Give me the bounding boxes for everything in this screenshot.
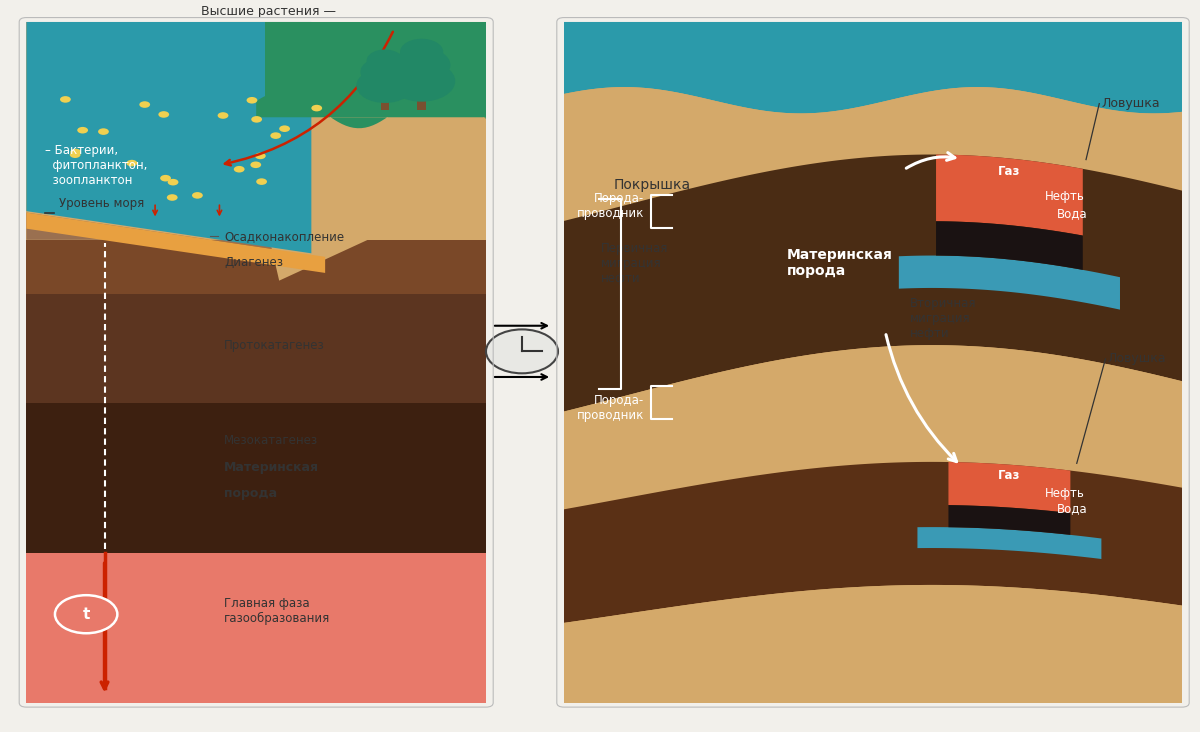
Circle shape — [168, 179, 179, 185]
Polygon shape — [936, 221, 1082, 270]
Text: Диагенез: Диагенез — [224, 255, 283, 269]
Circle shape — [360, 57, 409, 87]
Polygon shape — [899, 255, 1120, 310]
Circle shape — [158, 111, 169, 118]
Polygon shape — [948, 505, 1070, 535]
Circle shape — [251, 116, 262, 123]
Text: Вода: Вода — [1057, 207, 1087, 220]
Text: Главная фаза
газообразования: Главная фаза газообразования — [224, 597, 330, 625]
Circle shape — [160, 175, 170, 182]
Circle shape — [251, 162, 262, 168]
Circle shape — [366, 50, 403, 72]
Polygon shape — [257, 92, 486, 128]
Polygon shape — [564, 346, 1182, 509]
Text: Осадконакопление: Осадконакопление — [224, 230, 344, 243]
Circle shape — [246, 97, 257, 103]
Text: Порода-
проводник: Порода- проводник — [577, 394, 644, 422]
Polygon shape — [26, 22, 486, 703]
Polygon shape — [936, 154, 1082, 236]
Text: порода: порода — [224, 487, 277, 499]
Circle shape — [126, 160, 137, 166]
Circle shape — [217, 112, 228, 119]
Circle shape — [234, 166, 245, 173]
Text: Материнская: Материнская — [224, 461, 319, 474]
Text: t: t — [83, 607, 90, 621]
Circle shape — [254, 152, 265, 159]
Text: Уровень моря: Уровень моря — [59, 198, 144, 210]
Polygon shape — [380, 98, 389, 111]
Polygon shape — [564, 585, 1182, 703]
Text: Высшие растения —: Высшие растения — — [202, 5, 336, 18]
Text: Порода-
проводник: Порода- проводник — [577, 192, 644, 220]
Polygon shape — [26, 22, 311, 253]
Polygon shape — [26, 553, 486, 703]
Text: Ловушка: Ловушка — [1102, 97, 1160, 110]
Polygon shape — [416, 96, 426, 111]
Polygon shape — [564, 22, 1182, 703]
Circle shape — [356, 68, 414, 103]
Circle shape — [167, 194, 178, 201]
Text: Вода: Вода — [1057, 502, 1087, 515]
Polygon shape — [220, 22, 486, 280]
Circle shape — [192, 192, 203, 198]
Polygon shape — [26, 212, 325, 273]
Circle shape — [77, 127, 88, 133]
Circle shape — [400, 39, 443, 65]
Circle shape — [71, 149, 82, 155]
Text: Покрышка: Покрышка — [613, 179, 690, 193]
Text: Газ: Газ — [997, 469, 1020, 482]
Circle shape — [70, 152, 80, 158]
Circle shape — [270, 132, 281, 139]
Text: Вторичная
миграция
нефти: Вторичная миграция нефти — [910, 296, 977, 340]
Polygon shape — [26, 240, 486, 294]
Polygon shape — [564, 154, 1182, 411]
Text: Мезокатагенез: Мезокатагенез — [224, 434, 318, 447]
Circle shape — [139, 101, 150, 108]
Text: Ловушка: Ловушка — [1108, 352, 1166, 365]
Polygon shape — [948, 462, 1070, 513]
Circle shape — [392, 48, 450, 83]
Text: Нефть: Нефть — [1045, 488, 1085, 501]
Circle shape — [311, 105, 322, 111]
Polygon shape — [918, 527, 1102, 559]
Polygon shape — [564, 22, 1182, 113]
Circle shape — [98, 128, 109, 135]
Circle shape — [55, 595, 118, 633]
Polygon shape — [564, 87, 1182, 221]
Circle shape — [60, 96, 71, 102]
Circle shape — [256, 179, 266, 185]
Text: Протокатагенез: Протокатагенез — [224, 339, 325, 352]
Text: Материнская
порода: Материнская порода — [786, 248, 893, 278]
Text: Первичная
миграция
нефти: Первичная миграция нефти — [601, 242, 668, 285]
Polygon shape — [265, 22, 486, 117]
Circle shape — [280, 125, 290, 132]
Circle shape — [388, 61, 455, 102]
Text: – Бактерии,
  фитопланктон,
  зоопланктон: – Бактерии, фитопланктон, зоопланктон — [44, 144, 148, 187]
Polygon shape — [26, 294, 486, 403]
Polygon shape — [26, 403, 486, 553]
Polygon shape — [26, 212, 311, 255]
Polygon shape — [564, 462, 1182, 623]
Text: Нефть: Нефть — [1045, 190, 1085, 203]
Circle shape — [486, 329, 558, 373]
Text: Газ: Газ — [997, 165, 1020, 178]
